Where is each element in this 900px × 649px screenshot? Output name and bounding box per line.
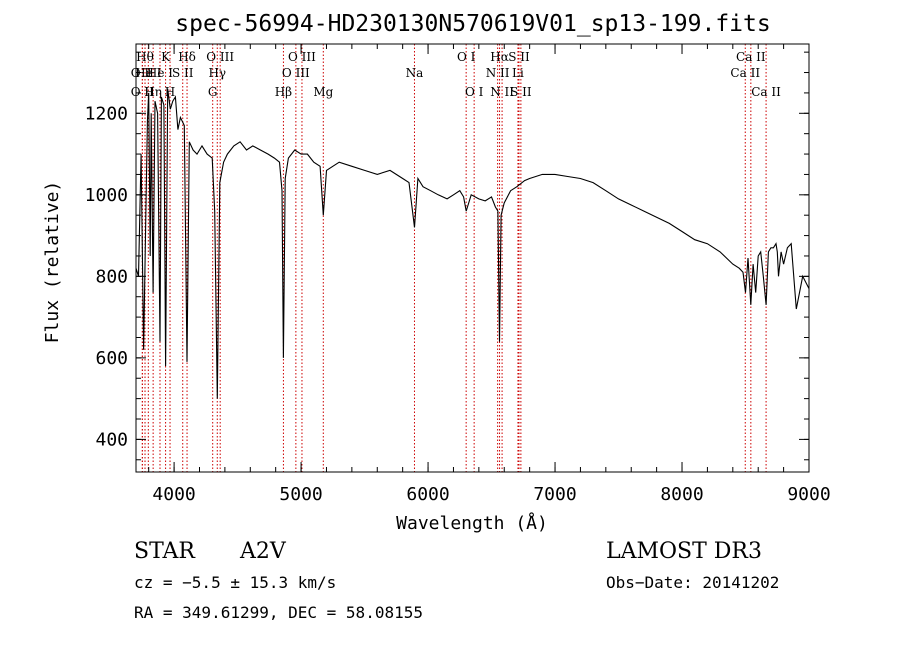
line-marker-label: He I	[135, 66, 161, 80]
line-marker-label: Li	[512, 66, 524, 80]
line-marker-label: Ca II	[736, 50, 766, 64]
y-axis-label: Flux (relative)	[42, 181, 63, 344]
x-tick-label: 7000	[533, 484, 576, 505]
line-marker-label: O I	[465, 85, 484, 99]
line-marker-label: Hγ	[208, 66, 226, 80]
line-marker-label: N II	[486, 66, 510, 80]
line-marker-label: S II	[508, 50, 530, 64]
line-marker-label: O III	[206, 50, 234, 64]
line-marker-label: Na	[406, 66, 424, 80]
line-marker-label: Hθ	[136, 50, 154, 64]
spectral-line-markers	[141, 44, 767, 472]
sky-coordinates: RA = 349.61299, DEC = 58.08155	[134, 603, 423, 622]
line-marker-label: Mg	[313, 85, 333, 99]
line-marker-label: Ca II	[730, 66, 760, 80]
object-class: STAR	[134, 539, 195, 564]
line-marker-label: He I	[147, 66, 173, 80]
line-marker-label: O I	[457, 50, 476, 64]
y-tick-label: 600	[95, 348, 128, 369]
line-marker-label: O II	[131, 66, 154, 80]
flux-series-line	[135, 88, 810, 399]
survey-name: LAMOST DR3	[606, 539, 762, 564]
line-marker-label: N II	[490, 85, 514, 99]
chart-title: spec-56994-HD230130N570619V01_sp13-199.f…	[175, 11, 770, 37]
y-tick-label: 1200	[85, 103, 128, 124]
x-tick-label: 9000	[787, 484, 830, 505]
line-marker-label: Hη	[144, 85, 162, 99]
x-tick-label: 5000	[279, 484, 322, 505]
y-tick-label: 1000	[85, 185, 128, 206]
line-marker-label: Hδ	[178, 50, 196, 64]
line-marker-label: G	[208, 85, 218, 99]
line-marker-label: Ca II	[751, 85, 781, 99]
y-tick-label: 400	[95, 429, 128, 450]
spectral-subclass: A2V	[240, 539, 286, 564]
x-tick-label: 8000	[660, 484, 703, 505]
axis-ticks: 4000 5000 6000 7000 8000 9000 400 600 800 1000 120…	[85, 44, 831, 505]
line-marker-label: O III	[288, 50, 316, 64]
y-tick-label: 800	[95, 266, 128, 287]
x-tick-label: 6000	[406, 484, 449, 505]
line-marker-label: Hα	[490, 50, 509, 64]
line-marker-label: H	[165, 85, 175, 99]
line-marker-label: S II	[510, 85, 532, 99]
x-axis-label: Wavelength (Å)	[396, 512, 548, 534]
line-marker-label: Hβ	[275, 85, 292, 99]
plot-frame	[135, 43, 810, 473]
line-marker-label: O III	[282, 66, 310, 80]
line-marker-label: K	[161, 50, 171, 64]
x-tick-label: 4000	[152, 484, 195, 505]
redshift-velocity: cz = −5.5 ± 15.3 km/s	[134, 573, 337, 592]
line-marker-label: S II	[172, 66, 194, 80]
observation-date: Obs−Date: 20141202	[606, 573, 780, 592]
